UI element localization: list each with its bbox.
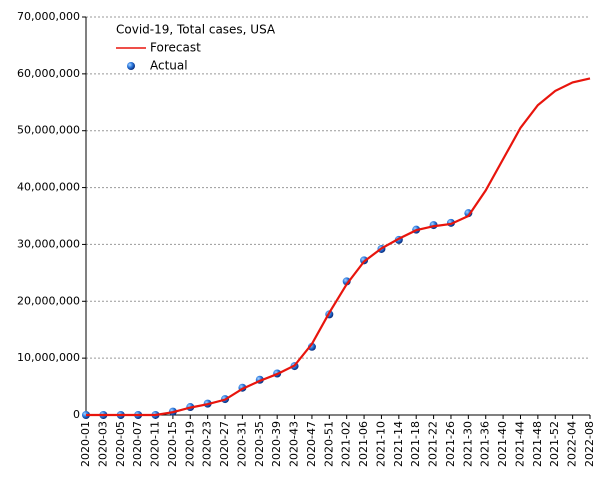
y-tick-label: 0 [73, 408, 80, 421]
x-tick-label: 2020-19 [183, 421, 196, 467]
legend-label: Forecast [150, 41, 201, 55]
y-tick-label: 30,000,000 [17, 237, 80, 250]
line [86, 77, 591, 417]
y-tick-label: 20,000,000 [17, 294, 80, 307]
x-tick-label: 2020-35 [253, 421, 266, 467]
x-tick-label: 2021-44 [513, 421, 526, 467]
x-tick-label: 2021-02 [340, 421, 353, 467]
x-tick-label: 2020-15 [166, 421, 179, 467]
x-tick-label: 2020-39 [270, 421, 283, 467]
y-tick-label: 50,000,000 [17, 124, 80, 137]
x-tick-label: 2022-08 [583, 421, 596, 467]
x-tick-label: 2021-30 [461, 421, 474, 467]
x-tick-label: 2020-27 [218, 421, 231, 467]
x-tick-label: 2021-48 [531, 421, 544, 467]
y-tick-label: 70,000,000 [17, 10, 80, 23]
x-tick-label: 2020-05 [114, 421, 127, 467]
x-tick-label: 2020-07 [131, 421, 144, 467]
x-tick-label: 2021-18 [409, 421, 422, 467]
y-tick-label: 10,000,000 [17, 351, 80, 364]
y-tick-label: 60,000,000 [17, 67, 80, 80]
x-tick-label: 2021-36 [479, 421, 492, 467]
x-tick-label: 2021-40 [496, 421, 509, 467]
x-tick-label: 2020-11 [149, 421, 162, 467]
x-tick-label: 2020-01 [79, 421, 92, 467]
x-tick-label: 2020-31 [235, 421, 248, 467]
y-tick-label: 40,000,000 [17, 181, 80, 194]
legend-label: Actual [150, 59, 188, 73]
x-tick-label: 2020-47 [305, 421, 318, 467]
x-tick-label: 2021-26 [444, 421, 457, 467]
chart-title: Covid-19, Total cases, USA [116, 23, 276, 37]
x-tick-label: 2022-04 [566, 421, 579, 467]
x-tick-label: 2020-03 [96, 421, 109, 467]
x-tick-label: 2020-51 [322, 421, 335, 467]
x-tick-label: 2021-06 [357, 421, 370, 467]
x-tick-label: 2021-14 [392, 421, 405, 467]
x-tick-label: 2021-52 [548, 421, 561, 467]
legend-swatch [127, 62, 135, 70]
x-tick-label: 2020-43 [288, 421, 301, 467]
x-tick-label: 2021-22 [427, 421, 440, 467]
x-tick-label: 2020-23 [201, 421, 214, 467]
x-tick-label: 2021-10 [374, 421, 387, 467]
